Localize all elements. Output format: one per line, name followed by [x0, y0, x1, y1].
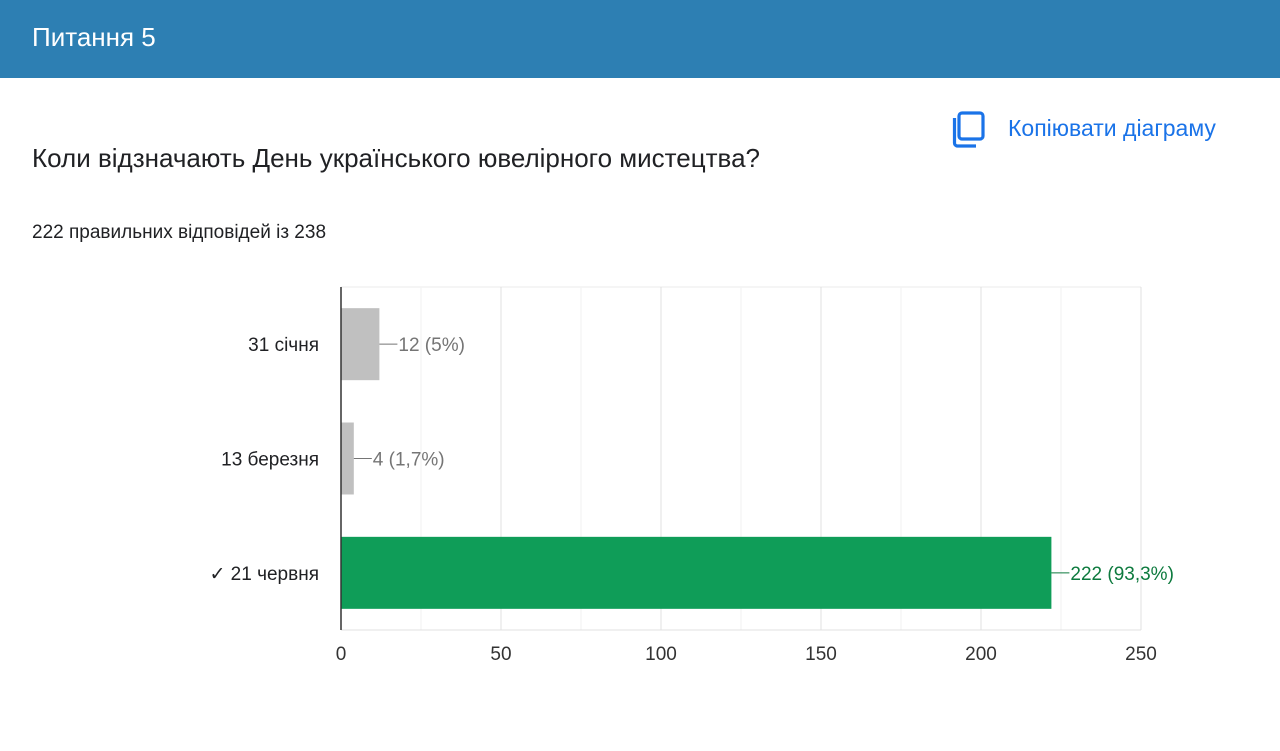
- x-tick-label: 150: [805, 644, 837, 665]
- x-tick-label: 0: [336, 644, 347, 665]
- category-label: 31 січня: [248, 335, 319, 356]
- bar: [341, 422, 354, 495]
- category-label: 13 березня: [221, 450, 319, 471]
- x-tick-label: 50: [490, 644, 511, 665]
- category-label: ✓ 21 червня: [209, 564, 319, 585]
- x-tick-label: 100: [645, 644, 677, 665]
- score-summary: 222 правильних відповідей із 238: [32, 222, 327, 243]
- header-bar: Питання 5: [0, 0, 1280, 78]
- copy-icon: [952, 111, 985, 148]
- page-title: Питання 5: [32, 22, 156, 52]
- bar: [341, 536, 1052, 609]
- data-label: 12 (5%): [398, 335, 465, 356]
- copy-chart-button[interactable]: Копіювати діаграму: [952, 108, 1224, 148]
- question-text: Коли відзначають День українського ювелі…: [32, 143, 760, 173]
- copy-chart-label: Копіювати діаграму: [1008, 115, 1216, 141]
- bar: [341, 308, 380, 381]
- x-tick-label: 200: [965, 644, 997, 665]
- x-tick-label: 250: [1125, 644, 1157, 665]
- data-label: 4 (1,7%): [373, 450, 445, 471]
- data-label: 222 (93,3%): [1070, 564, 1174, 585]
